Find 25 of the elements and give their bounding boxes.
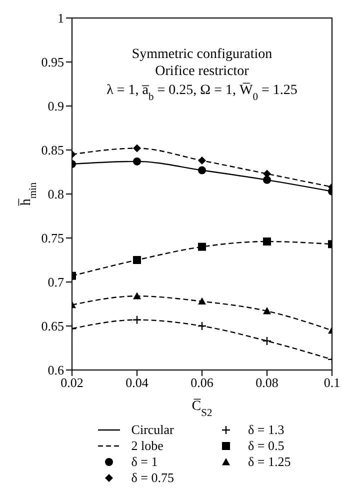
y-tick-label: 0.65 [41, 318, 64, 334]
x-tick-label: 0.04 [126, 375, 149, 390]
text: Orifice restrictor [155, 64, 250, 79]
y-tick-label: 0.7 [48, 274, 64, 290]
x-axis-title: C̅$_{S2}$ [192, 398, 212, 418]
y-tick-label: 0.85 [41, 142, 64, 158]
annotation: λ = 1, a̅$_{b}$ = 0.25, Ω = 1, W̅$_{0}$ = 1.25 [106, 82, 298, 102]
legend-label: δ = 1.25 [248, 454, 291, 470]
y-tick-label: 0.95 [41, 54, 64, 70]
legend-label: δ = 0.5 [248, 438, 284, 454]
legend-label: δ = 1.3 [248, 422, 284, 438]
y-tick-label: 0.75 [41, 230, 64, 246]
y-tick-label: 1 [58, 10, 64, 26]
legend-label: δ = 1 [131, 454, 158, 470]
text: Symmetric configuration [132, 47, 272, 62]
text: 2 lobe [131, 438, 164, 454]
legend-label: δ = 0.75 [131, 470, 174, 486]
y-tick-label: 0.8 [48, 186, 64, 202]
x-tick-label: 0.08 [256, 375, 278, 390]
x-tick-label: 0.1 [324, 375, 340, 390]
y-tick-label: 0.9 [48, 98, 64, 114]
text: Circular [131, 422, 174, 438]
x-tick-label: 0.06 [190, 375, 214, 390]
y-tick-label: 0.6 [48, 362, 64, 378]
x-tick-label: 0.02 [60, 375, 84, 390]
